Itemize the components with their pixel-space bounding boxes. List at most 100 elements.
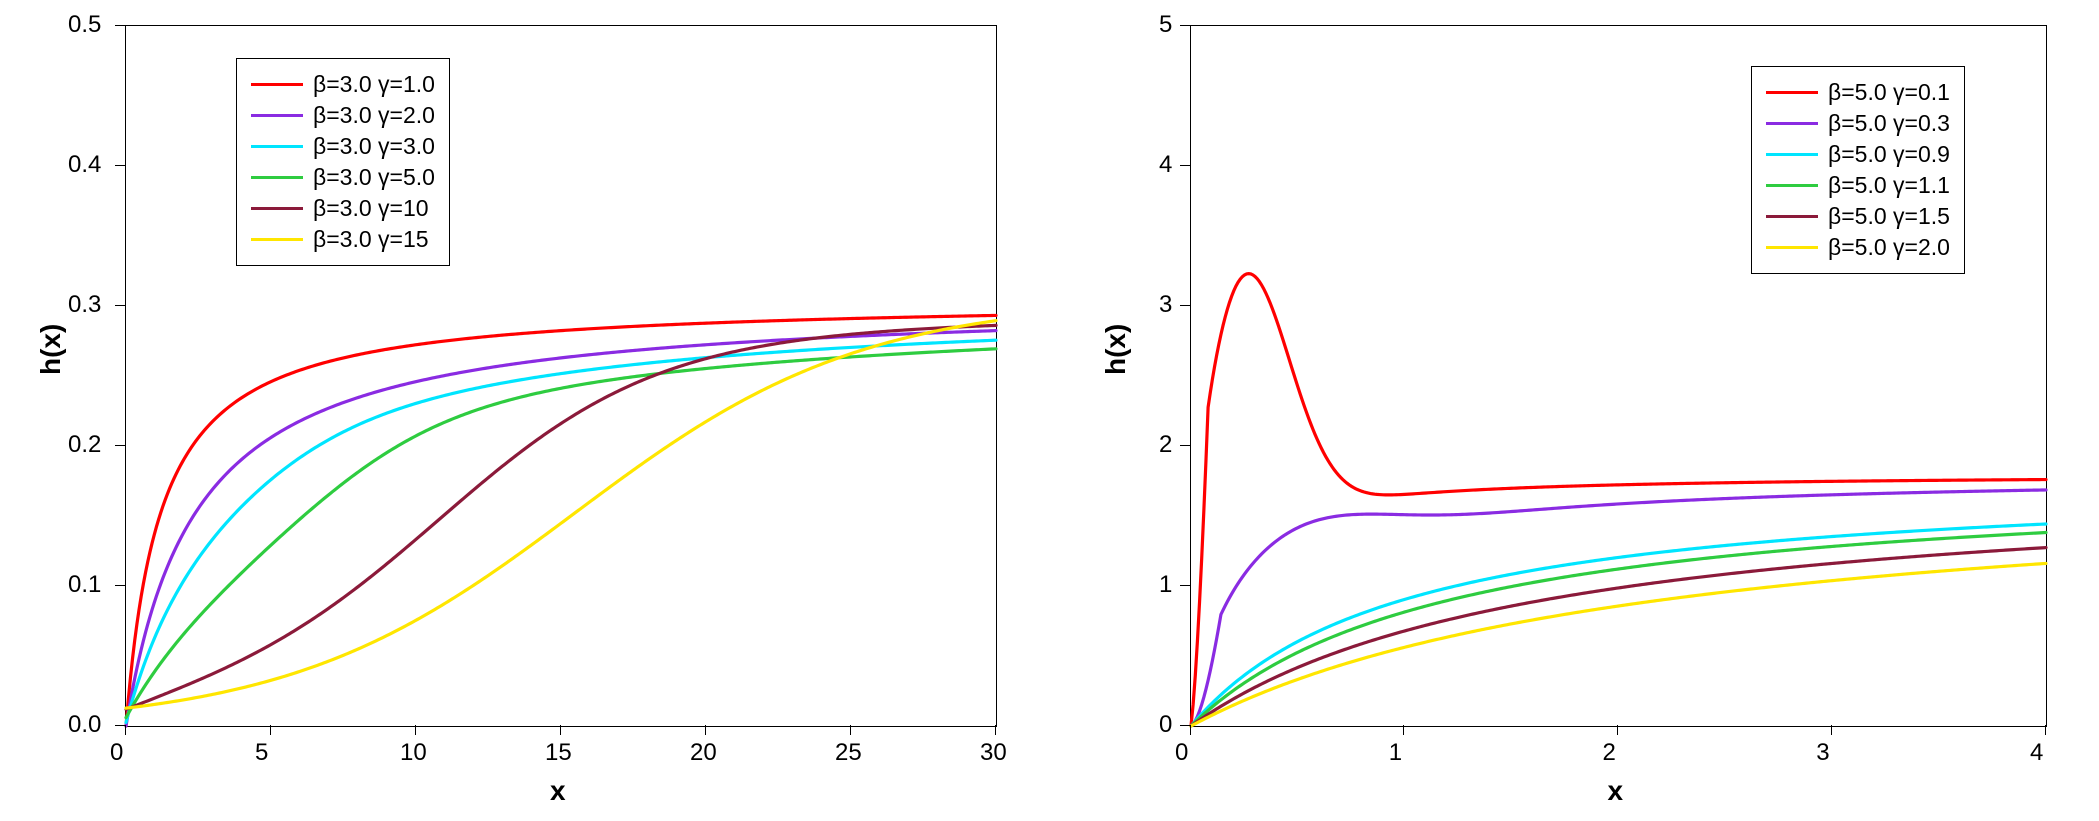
legend-label: β=3.0 γ=3.0 [313, 131, 435, 162]
legend-label: β=5.0 γ=1.5 [1828, 201, 1950, 232]
x-tick-label: 25 [835, 739, 862, 767]
x-tick [560, 725, 561, 735]
x-tick [995, 725, 996, 735]
legend-swatch [1766, 215, 1818, 218]
legend-item: β=3.0 γ=5.0 [251, 162, 435, 193]
x-tick-label: 20 [690, 739, 717, 767]
figure: β=3.0 γ=1.0β=3.0 γ=2.0β=3.0 γ=3.0β=3.0 γ… [0, 0, 2099, 821]
y-tick [115, 25, 125, 26]
y-tick-label: 0.0 [68, 711, 101, 739]
y-tick-label: 0.2 [68, 431, 101, 459]
x-tick-label: 5 [255, 739, 268, 767]
y-tick [115, 585, 125, 586]
y-tick [115, 445, 125, 446]
legend-label: β=5.0 γ=2.0 [1828, 232, 1950, 263]
x-tick-label: 1 [1389, 739, 1402, 767]
x-tick-label: 3 [1816, 739, 1829, 767]
y-tick [115, 165, 125, 166]
legend-item: β=3.0 γ=2.0 [251, 100, 435, 131]
left-legend: β=3.0 γ=1.0β=3.0 γ=2.0β=3.0 γ=3.0β=3.0 γ… [236, 58, 450, 266]
legend-label: β=3.0 γ=15 [313, 224, 429, 255]
legend-swatch [251, 207, 303, 210]
series-line [1191, 524, 2046, 726]
right-panel: β=5.0 γ=0.1β=5.0 γ=0.3β=5.0 γ=0.9β=5.0 γ… [1080, 10, 2080, 810]
x-tick [270, 725, 271, 735]
x-tick-label: 2 [1603, 739, 1616, 767]
legend-item: β=3.0 γ=3.0 [251, 131, 435, 162]
legend-label: β=5.0 γ=0.3 [1828, 108, 1950, 139]
legend-item: β=5.0 γ=0.1 [1766, 77, 1950, 108]
series-line [126, 321, 996, 708]
left-x-axis-title: x [550, 775, 566, 807]
legend-swatch [251, 83, 303, 86]
x-tick-label: 4 [2030, 739, 2043, 767]
series-line [1191, 490, 2046, 726]
y-tick [1180, 25, 1190, 26]
series-line [126, 340, 996, 722]
legend-swatch [1766, 122, 1818, 125]
y-tick-label: 0.4 [68, 151, 101, 179]
x-tick-label: 0 [1175, 739, 1188, 767]
series-line [126, 325, 996, 709]
legend-label: β=3.0 γ=2.0 [313, 100, 435, 131]
x-tick [705, 725, 706, 735]
legend-item: β=3.0 γ=1.0 [251, 69, 435, 100]
x-tick [850, 725, 851, 735]
y-tick-label: 2 [1159, 431, 1172, 459]
x-tick [1617, 725, 1618, 735]
left-y-axis-title: h(x) [35, 324, 67, 375]
y-tick-label: 3 [1159, 291, 1172, 319]
legend-item: β=3.0 γ=15 [251, 224, 435, 255]
legend-swatch [251, 114, 303, 117]
x-tick [2045, 725, 2046, 735]
y-tick [1180, 305, 1190, 306]
y-tick-label: 1 [1159, 571, 1172, 599]
legend-item: β=5.0 γ=1.1 [1766, 170, 1950, 201]
x-tick [1831, 725, 1832, 735]
y-tick [115, 305, 125, 306]
y-tick-label: 0.1 [68, 571, 101, 599]
right-plot-area: β=5.0 γ=0.1β=5.0 γ=0.3β=5.0 γ=0.9β=5.0 γ… [1190, 25, 2047, 727]
y-tick [1180, 445, 1190, 446]
series-line [126, 349, 996, 718]
y-tick-label: 0 [1159, 711, 1172, 739]
right-legend: β=5.0 γ=0.1β=5.0 γ=0.3β=5.0 γ=0.9β=5.0 γ… [1751, 66, 1965, 274]
legend-swatch [1766, 153, 1818, 156]
legend-item: β=5.0 γ=2.0 [1766, 232, 1950, 263]
x-tick-label: 0 [110, 739, 123, 767]
legend-item: β=5.0 γ=0.3 [1766, 108, 1950, 139]
legend-swatch [251, 176, 303, 179]
right-y-axis-title: h(x) [1100, 324, 1132, 375]
x-tick [415, 725, 416, 735]
y-tick [1180, 165, 1190, 166]
legend-swatch [1766, 184, 1818, 187]
left-plot-area: β=3.0 γ=1.0β=3.0 γ=2.0β=3.0 γ=3.0β=3.0 γ… [125, 25, 997, 727]
y-tick [115, 725, 125, 726]
left-panel: β=3.0 γ=1.0β=3.0 γ=2.0β=3.0 γ=3.0β=3.0 γ… [30, 10, 1030, 810]
x-tick-label: 10 [400, 739, 427, 767]
y-tick [1180, 585, 1190, 586]
y-tick-label: 5 [1159, 11, 1172, 39]
y-tick-label: 4 [1159, 151, 1172, 179]
legend-item: β=5.0 γ=1.5 [1766, 201, 1950, 232]
legend-label: β=5.0 γ=0.1 [1828, 77, 1950, 108]
y-tick-label: 0.5 [68, 11, 101, 39]
y-tick [1180, 725, 1190, 726]
legend-item: β=3.0 γ=10 [251, 193, 435, 224]
x-tick [125, 725, 126, 735]
legend-label: β=3.0 γ=5.0 [313, 162, 435, 193]
x-tick-label: 30 [980, 739, 1007, 767]
y-tick-label: 0.3 [68, 291, 101, 319]
legend-swatch [1766, 91, 1818, 94]
legend-swatch [251, 238, 303, 241]
legend-item: β=5.0 γ=0.9 [1766, 139, 1950, 170]
x-tick-label: 15 [545, 739, 572, 767]
right-x-axis-title: x [1608, 775, 1624, 807]
x-tick [1403, 725, 1404, 735]
legend-label: β=3.0 γ=1.0 [313, 69, 435, 100]
legend-swatch [251, 145, 303, 148]
legend-label: β=5.0 γ=1.1 [1828, 170, 1950, 201]
legend-swatch [1766, 246, 1818, 249]
series-line [126, 315, 996, 726]
legend-label: β=3.0 γ=10 [313, 193, 429, 224]
